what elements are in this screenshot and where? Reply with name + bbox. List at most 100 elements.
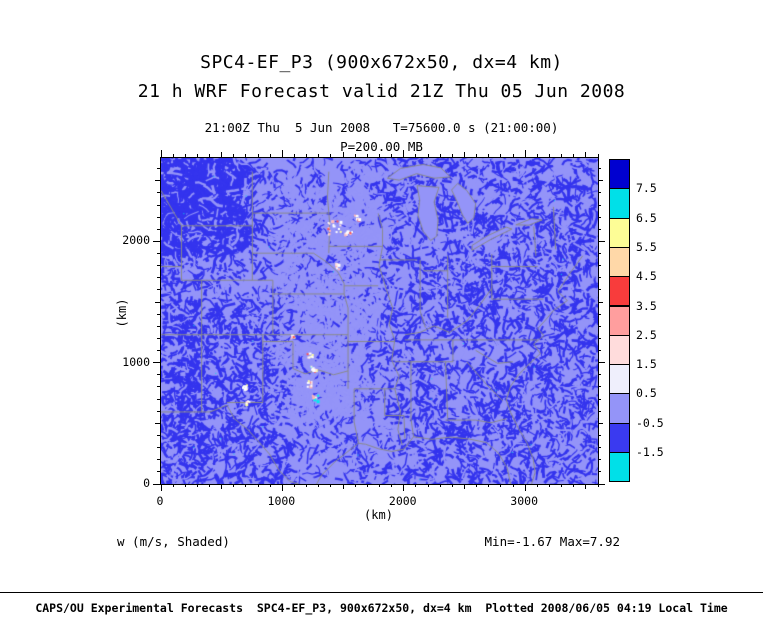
tick-mark	[157, 277, 160, 279]
colorbar-segment	[609, 305, 630, 336]
forecast-map	[160, 157, 599, 485]
tick-mark	[597, 484, 599, 487]
tick-mark	[403, 150, 405, 157]
tick-mark	[281, 150, 283, 157]
tick-mark	[598, 337, 601, 339]
y-tick-label: 2000	[122, 233, 150, 248]
x-tick-label: 0	[156, 494, 164, 508]
tick-mark	[598, 350, 601, 352]
colorbar-label: 7.5	[636, 181, 657, 196]
tick-mark	[342, 484, 344, 489]
minmax-stats: Min=-1.67 Max=7.92	[484, 534, 620, 549]
tick-mark	[536, 484, 538, 487]
tick-mark	[524, 150, 526, 157]
tick-mark	[512, 154, 514, 157]
x-tick-label: 1000	[267, 494, 296, 508]
tick-mark	[598, 483, 605, 485]
y-axis-title: (km)	[115, 298, 129, 328]
colorbar-segment	[609, 334, 630, 366]
tick-mark	[463, 484, 465, 489]
colorbar-label: 6.5	[636, 210, 657, 225]
colorbar-label: 1.5	[636, 357, 657, 372]
tick-mark	[585, 484, 587, 489]
tick-mark	[598, 289, 601, 291]
colorbar-label: -0.5	[636, 415, 664, 430]
x-tick-label: 2000	[388, 494, 417, 508]
footer-credit: CAPS/OU Experimental Forecasts SPC4-EF_P…	[35, 601, 728, 615]
tick-mark	[463, 152, 465, 157]
pressure-level-text: P=200.00 MB	[340, 139, 423, 154]
forecast-map-canvas	[161, 158, 598, 484]
tick-mark	[257, 154, 259, 157]
tick-mark	[598, 277, 601, 279]
tick-mark	[391, 484, 393, 487]
tick-mark	[573, 484, 575, 487]
tick-mark	[598, 204, 601, 206]
tick-mark	[598, 410, 601, 412]
colorbar-segment	[609, 393, 630, 424]
tick-mark	[451, 484, 453, 487]
tick-mark	[427, 484, 429, 487]
tick-mark	[157, 325, 160, 327]
plot-title-line1: SPC4-EF_P3 (900x672x50, dx=4 km)	[200, 52, 563, 73]
tick-mark	[354, 154, 356, 157]
tick-mark	[157, 337, 160, 339]
tick-mark	[512, 484, 514, 487]
tick-mark	[157, 350, 160, 352]
tick-mark	[598, 313, 601, 315]
colorbar-segment	[609, 422, 630, 453]
tick-mark	[573, 154, 575, 157]
tick-mark	[157, 374, 160, 376]
tick-mark	[598, 228, 601, 230]
tick-mark	[184, 154, 186, 157]
tick-mark	[157, 265, 160, 267]
tick-mark	[330, 484, 332, 487]
tick-mark	[153, 240, 160, 242]
tick-mark	[233, 484, 235, 487]
tick-mark	[196, 154, 198, 157]
tick-mark	[157, 471, 160, 473]
tick-mark	[318, 154, 320, 157]
tick-mark	[153, 483, 160, 485]
tick-mark	[598, 434, 601, 436]
tick-mark	[561, 154, 563, 157]
tick-mark	[598, 362, 605, 364]
colorbar-label: -1.5	[636, 445, 664, 459]
tick-mark	[366, 484, 368, 487]
tick-mark	[598, 253, 601, 255]
colorbar-label: 4.5	[636, 269, 657, 284]
tick-mark	[157, 398, 160, 400]
colorbar-segment	[609, 364, 630, 395]
valid-time-text: 21:00Z Thu 5 Jun 2008 T=75600.0 s (21:00…	[204, 120, 559, 135]
tick-mark	[598, 301, 603, 303]
tick-mark	[548, 484, 550, 487]
tick-mark	[269, 484, 271, 487]
x-tick-label: 3000	[510, 494, 538, 508]
tick-mark	[157, 228, 160, 230]
tick-mark	[155, 422, 160, 424]
tick-mark	[403, 484, 405, 491]
colorbar-label: 5.5	[636, 239, 657, 254]
y-tick-label: 1000	[122, 354, 150, 369]
tick-mark	[157, 253, 160, 255]
tick-mark	[269, 154, 271, 157]
colorbar-segment	[609, 188, 630, 219]
tick-mark	[598, 398, 601, 400]
tick-mark	[306, 484, 308, 487]
tick-mark	[598, 447, 601, 449]
tick-mark	[318, 484, 320, 487]
tick-mark	[153, 362, 160, 364]
tick-mark	[172, 484, 174, 487]
tick-mark	[476, 484, 478, 487]
tick-mark	[500, 154, 502, 157]
tick-mark	[306, 154, 308, 157]
tick-mark	[354, 484, 356, 487]
tick-mark	[342, 152, 344, 157]
tick-mark	[415, 484, 417, 487]
tick-mark	[245, 484, 247, 487]
tick-mark	[294, 154, 296, 157]
tick-mark	[561, 484, 563, 487]
colorbar-segment	[609, 217, 630, 248]
colorbar-segment	[609, 246, 630, 278]
